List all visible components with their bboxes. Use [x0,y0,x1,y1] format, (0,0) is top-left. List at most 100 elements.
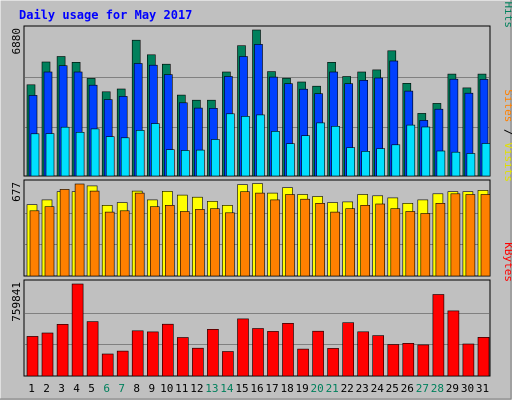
bar-kbytes [207,328,219,377]
bar-kbytes [147,331,159,377]
bar-pages [120,137,130,177]
bar-kbytes [237,318,249,377]
bar-pages [451,151,461,177]
day-label: 3 [58,382,65,395]
bar-kbytes [477,336,490,377]
bar-pages [481,143,491,177]
bar-sites [255,192,265,277]
legend-entry: / [502,0,512,2]
x-axis-day-labels: 1 2 3 4 5 6 7 8 9 10 11 12 13 14 15 16 17 18 19 20 21 22 23 24 2… [28,382,489,395]
bar-kbytes [357,331,370,377]
day-label: 2 [43,382,50,395]
bar-sites [44,206,55,277]
bar-kbytes [417,344,430,377]
bar-kbytes [162,323,174,377]
day-label: 4 [73,382,80,395]
bar-pages [60,126,70,177]
bar-kbytes [387,344,400,377]
bar-kbytes [462,343,475,377]
bar-pages [181,150,190,177]
bar-sites [345,208,356,277]
bar-pages [226,113,235,177]
bar-kbytes [282,322,294,377]
bar-sites [29,210,40,277]
bar-pages [45,133,55,177]
panel-legend: KBytes [502,242,512,282]
bar-pages [75,132,85,177]
bar-sites [270,199,280,277]
bar-kbytes [327,348,339,377]
day-label: 5 [88,382,95,395]
bar-kbytes [101,353,114,377]
day-label: 7 [118,382,125,395]
day-label: 26 [401,382,414,395]
bar-pages [286,143,295,177]
bar-sites [225,212,235,277]
bar-pages [391,144,401,177]
bar-pages [30,133,40,177]
bar-kbytes [116,350,129,377]
bar-pages [421,126,431,177]
day-label: 27 [416,382,429,395]
bar-pages [436,150,446,177]
day-label: 17 [265,382,278,395]
legend-entry: KBytes [502,242,512,282]
bar-kbytes [252,328,264,377]
day-label: 9 [148,382,155,395]
bar-pages [105,136,115,177]
day-label: 31 [476,382,489,395]
bar-sites [119,210,130,277]
bar-sites [59,189,70,277]
bar-sites [165,205,175,277]
day-label: 12 [190,382,203,395]
bar-kbytes [131,330,144,377]
bar-pages [346,147,356,177]
bar-kbytes [342,322,355,377]
bar-kbytes [432,294,445,377]
day-label: 21 [326,382,339,395]
bar-sites [420,213,431,277]
bar-kbytes [267,331,279,377]
bar-sites [104,211,115,277]
day-label: 30 [461,382,474,395]
bar-sites [240,191,250,277]
bar-sites [360,205,371,277]
bar-pages [361,151,371,177]
day-label: 15 [235,382,248,395]
bar-sites [180,211,190,277]
bar-pages [466,153,476,177]
y-axis-max-label: 759841 [10,282,23,322]
bar-pages [211,139,220,177]
bar-sites [465,194,476,277]
bar-pages [90,128,100,177]
day-label: 22 [341,382,354,395]
panel-hits-files-pages: 6880 Pages / Files / Hits [10,0,512,177]
panel-legend: Sites / Visits [502,89,512,182]
day-label: 16 [250,382,263,395]
bar-sites [435,203,446,277]
bar-pages [331,126,340,177]
bar-kbytes [71,283,84,377]
bar-kbytes [177,337,189,377]
bar-kbytes [26,336,39,377]
bar-kbytes [41,332,54,377]
bar-sites [375,203,386,277]
bar-pages [151,123,160,177]
chart-title: Daily usage for May 2017 [19,8,192,22]
day-label: 1 [28,382,35,395]
bar-sites [300,198,310,277]
bar-kbytes [192,347,204,377]
day-label: 24 [371,382,385,395]
bar-sites [89,190,100,277]
bar-sites [315,203,325,277]
bar-kbytes [402,342,415,377]
panel-visits-sites: 677 Sites / Visits [10,89,512,277]
bar-kbytes [56,323,69,377]
bar-sites [330,211,340,277]
day-label: 25 [386,382,399,395]
bar-sites [285,194,295,277]
legend-entry: / [502,122,512,142]
bar-pages [271,131,280,177]
day-label: 19 [295,382,308,395]
